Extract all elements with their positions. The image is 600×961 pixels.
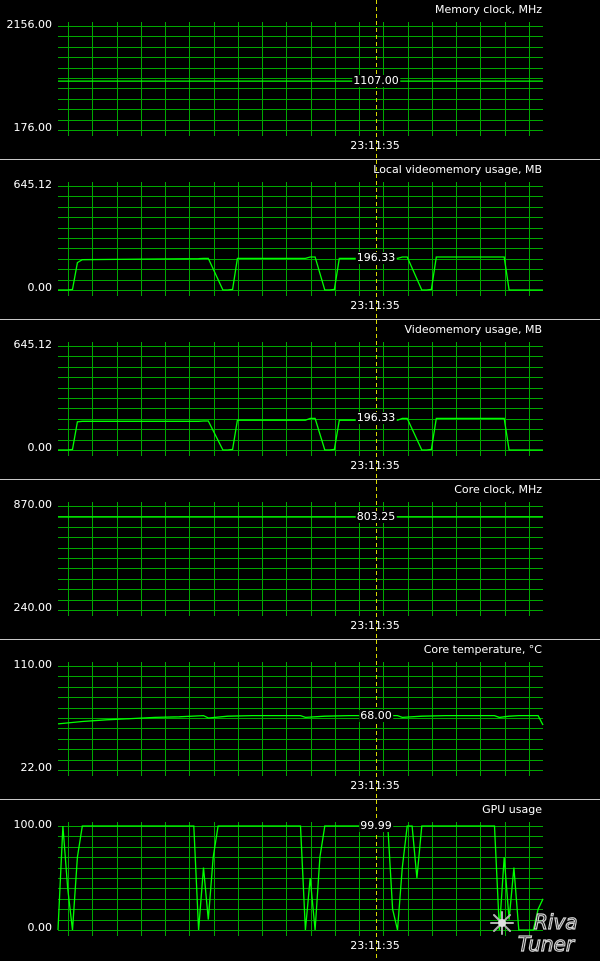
cursor-value-label: 196.33 bbox=[355, 411, 397, 425]
cursor-time-label: 23:11:35 bbox=[350, 779, 400, 792]
y-axis-max-label: 110.00 bbox=[13, 658, 53, 671]
local-videomemory-usage-series-line bbox=[58, 256, 543, 291]
cursor-value-label: 803.25 bbox=[355, 510, 397, 524]
y-axis-max-label: 870.00 bbox=[13, 498, 53, 511]
horizontal-gridlines bbox=[58, 26, 543, 131]
y-axis-min-label: 0.00 bbox=[27, 921, 53, 934]
memory-clock-plot bbox=[58, 0, 543, 160]
core-clock-title: Core clock, MHz bbox=[454, 483, 542, 496]
logo-riva-text: Riva bbox=[534, 910, 578, 934]
core-clock-graph-panel: Core clock, MHz 870.00 240.00 23:11:35 803.2… bbox=[0, 480, 600, 640]
cursor-value-label: 99.99 bbox=[359, 819, 393, 832]
cursor-value-label: 196.33 bbox=[355, 251, 397, 265]
y-axis-min-label: 22.00 bbox=[20, 761, 53, 774]
local-videomemory-usage-plot bbox=[58, 160, 543, 320]
cursor-time-label: 23:11:35 bbox=[350, 459, 400, 472]
cursor-value-label: 68.00 bbox=[359, 708, 393, 722]
gpu-usage-title: GPU usage bbox=[482, 803, 542, 816]
core-temperature-title: Core temperature, °C bbox=[423, 643, 542, 656]
horizontal-gridlines bbox=[58, 826, 543, 931]
gpu-usage-series-line bbox=[57, 825, 544, 931]
horizontal-gridlines bbox=[58, 666, 543, 771]
rivatuner-logo: Riva Tuner bbox=[490, 905, 598, 957]
local-videomemory-usage-graph-panel: Local videomemory usage, MB 645.12 0.00 23:… bbox=[0, 160, 600, 320]
gpu-usage-graph-panel: GPU usage 100.00 0.00 23:11:35 99.99 bbox=[0, 800, 600, 960]
cursor-time-label: 23:11:35 bbox=[350, 139, 400, 152]
logo-tuner-text: Tuner bbox=[518, 932, 576, 956]
cursor-time-label: 23:11:35 bbox=[350, 619, 400, 632]
y-axis-max-label: 645.12 bbox=[13, 178, 53, 191]
horizontal-gridlines bbox=[58, 346, 543, 451]
gpu-usage-plot bbox=[57, 800, 544, 960]
sparkle-icon bbox=[490, 911, 514, 935]
y-axis-max-label: 100.00 bbox=[13, 818, 53, 831]
horizontal-gridlines bbox=[58, 186, 543, 291]
videomemory-usage-graph-panel: Videomemory usage, MB 645.12 0.00 23:11:35 1… bbox=[0, 320, 600, 480]
horizontal-gridlines bbox=[58, 506, 543, 611]
y-axis-min-label: 0.00 bbox=[27, 441, 53, 454]
y-axis-max-label: 2156.00 bbox=[6, 18, 53, 31]
y-axis-max-label: 645.12 bbox=[13, 338, 53, 351]
videomemory-usage-title: Videomemory usage, MB bbox=[404, 323, 543, 336]
core-temperature-series-line bbox=[57, 714, 544, 726]
local-videomemory-usage-title: Local videomemory usage, MB bbox=[373, 163, 542, 176]
core-clock-plot bbox=[58, 480, 543, 640]
memory-clock-graph-panel: Memory clock, MHz 2156.00 176.00 23:11:35 11… bbox=[0, 0, 600, 160]
cursor-value-label: 1107.00 bbox=[352, 74, 400, 88]
cursor-time-label: 23:11:35 bbox=[350, 939, 400, 952]
y-axis-min-label: 240.00 bbox=[13, 601, 53, 614]
cursor-time-label: 23:11:35 bbox=[350, 299, 400, 312]
y-axis-min-label: 0.00 bbox=[27, 281, 53, 294]
core-temperature-plot bbox=[57, 640, 544, 800]
y-axis-min-label: 176.00 bbox=[13, 121, 53, 134]
videomemory-usage-plot bbox=[58, 320, 543, 480]
videomemory-usage-series-line bbox=[58, 417, 543, 451]
core-temperature-graph-panel: Core temperature, °C 110.00 22.00 23:11:35 6… bbox=[0, 640, 600, 800]
memory-clock-title: Memory clock, MHz bbox=[434, 3, 542, 16]
